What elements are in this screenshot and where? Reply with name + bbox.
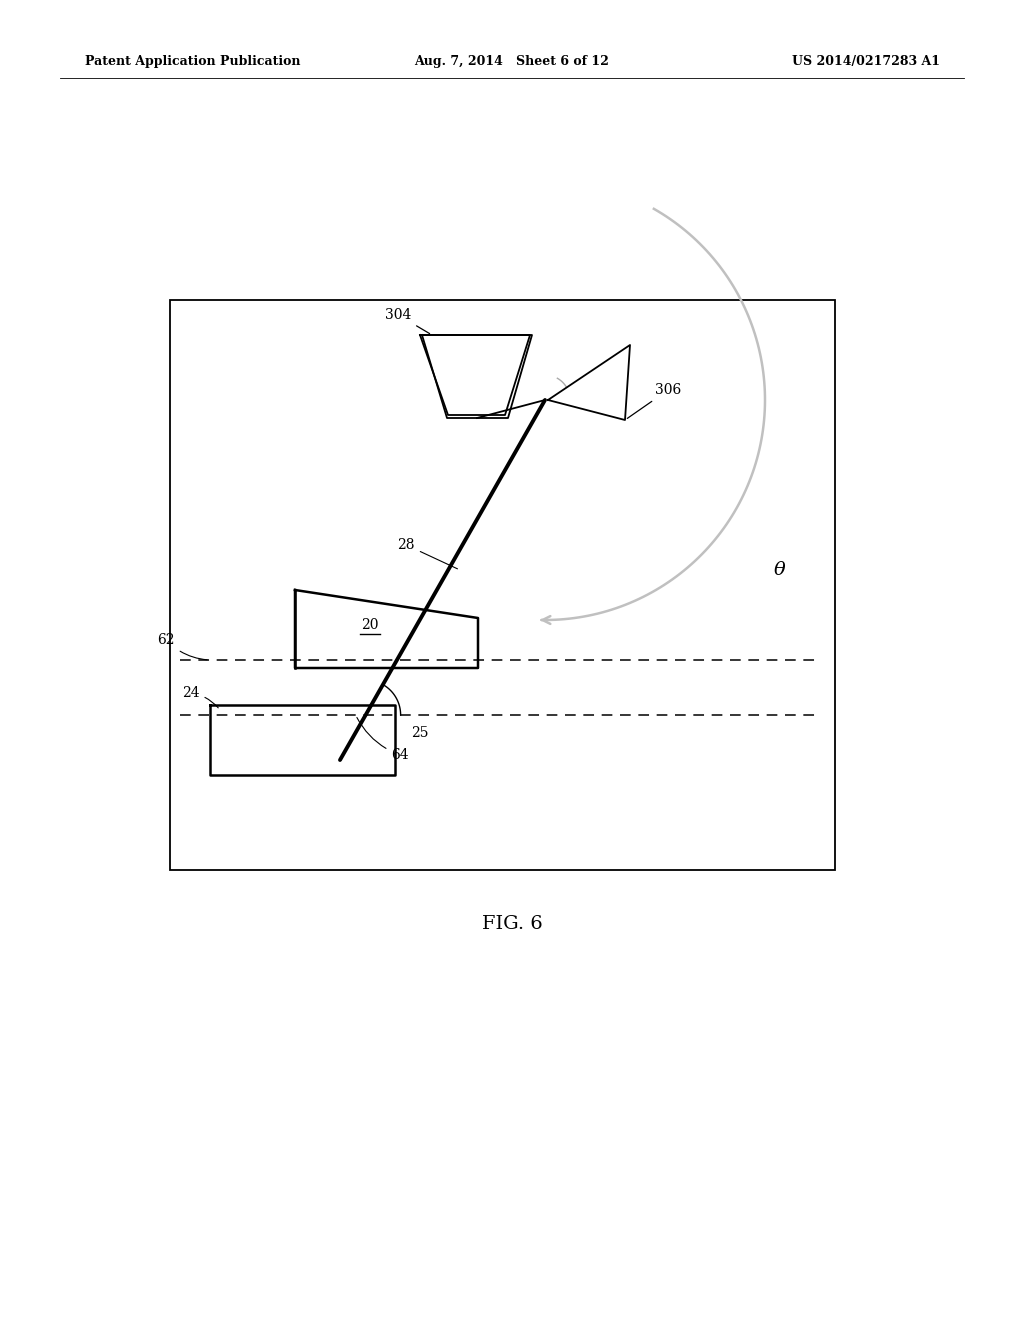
Bar <box>170 300 835 870</box>
Text: 306: 306 <box>628 383 681 418</box>
Text: 24: 24 <box>182 686 218 708</box>
Text: 28: 28 <box>397 539 458 569</box>
Text: FIG. 6: FIG. 6 <box>481 915 543 933</box>
Text: Aug. 7, 2014   Sheet 6 of 12: Aug. 7, 2014 Sheet 6 of 12 <box>415 55 609 69</box>
Text: θ: θ <box>774 561 785 579</box>
Text: 64: 64 <box>357 718 409 762</box>
Text: Patent Application Publication: Patent Application Publication <box>85 55 300 69</box>
Text: 304: 304 <box>385 308 430 334</box>
Text: 20: 20 <box>361 618 379 632</box>
Text: 25: 25 <box>411 726 428 741</box>
Text: US 2014/0217283 A1: US 2014/0217283 A1 <box>792 55 940 69</box>
Text: 62: 62 <box>158 634 207 660</box>
